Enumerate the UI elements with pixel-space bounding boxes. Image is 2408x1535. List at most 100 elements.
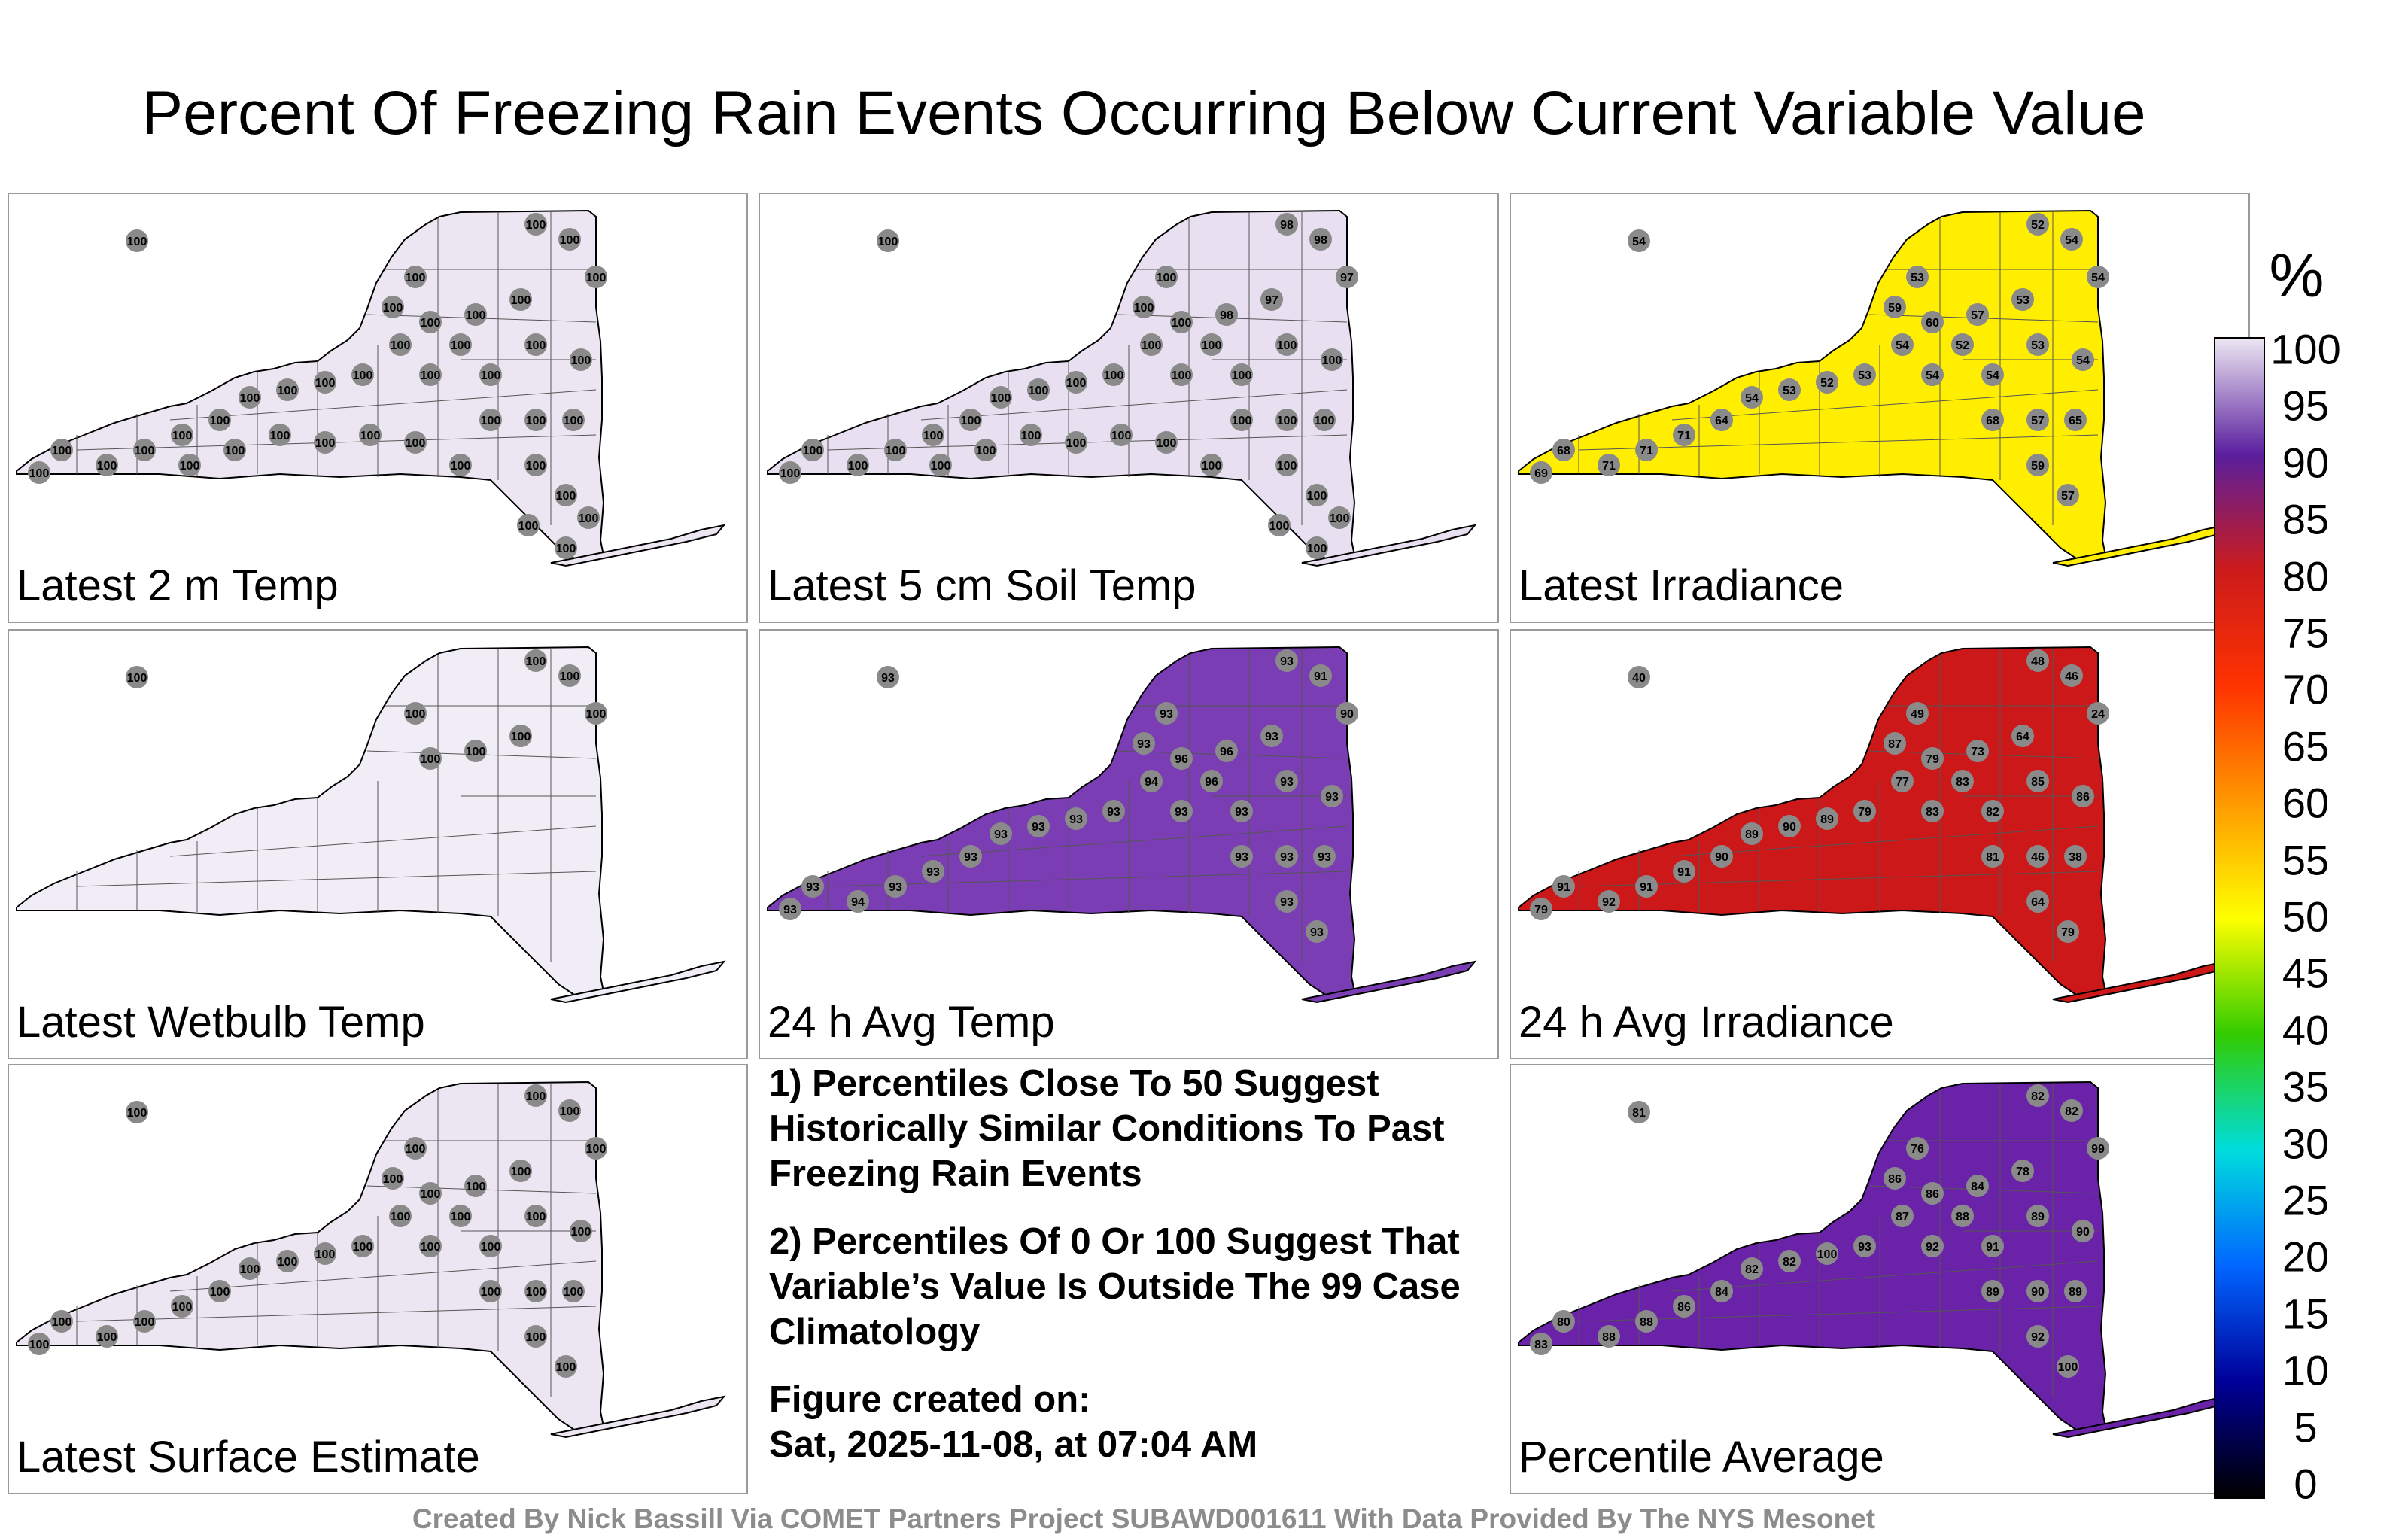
station-value-label: 100 — [564, 1286, 584, 1299]
county-boundary — [169, 1260, 597, 1292]
station-marker — [1635, 875, 1658, 898]
colorbar-tick-label: 45 — [2282, 949, 2330, 997]
station-value-label: 100 — [560, 234, 580, 247]
station-marker — [1778, 378, 1801, 401]
panel-label: Latest Surface Estimate — [17, 1433, 480, 1482]
station-marker — [1215, 740, 1238, 762]
station-value-label: 100 — [526, 1090, 546, 1103]
county-boundary — [1671, 825, 2099, 857]
station-value-label: 90 — [1783, 821, 1796, 834]
station-marker — [239, 386, 261, 409]
colorbar-tick-label: 80 — [2282, 552, 2330, 600]
station-marker — [2026, 333, 2049, 356]
station-marker — [1230, 409, 1253, 431]
station-value-label: 93 — [926, 866, 940, 879]
station-marker — [1951, 1205, 1974, 1227]
station-value-label: 53 — [1911, 272, 1924, 284]
station-marker — [524, 1205, 547, 1227]
note-2: 2) Percentiles Of 0 Or 100 Suggest That … — [769, 1221, 1461, 1352]
ny-state-outline — [16, 646, 605, 1001]
station-value-label: 100 — [586, 1143, 607, 1156]
station-value-label: 88 — [1956, 1211, 1969, 1223]
colorbar-tick-label: 95 — [2282, 381, 2330, 430]
station-value-label: 96 — [1220, 746, 1233, 758]
station-marker — [1981, 363, 2004, 386]
station-value-label: 84 — [1971, 1181, 1984, 1193]
station-value-label: 100 — [1066, 437, 1087, 450]
station-marker — [1981, 1280, 2004, 1302]
station-value-label: 98 — [1220, 309, 1233, 322]
station-value-label: 83 — [1534, 1339, 1548, 1351]
station-value-label: 100 — [360, 430, 381, 442]
station-marker — [1741, 822, 1763, 845]
station-marker — [524, 213, 547, 236]
ny-state-map: 100 100 100 100 100 100 100 100 — [16, 646, 726, 1004]
station-marker — [1336, 702, 1358, 725]
station-value-label: 93 — [1235, 851, 1248, 864]
station-value-label: 71 — [1640, 445, 1653, 457]
station-value-label: 92 — [1602, 896, 1616, 909]
station-value-label: 92 — [2031, 1331, 2045, 1344]
map-panel-latest-surface-estimate: 100 100 100 100 100 100 100 100 100 100 100 100 100 1… — [8, 1064, 748, 1494]
station-marker — [2026, 1205, 2049, 1227]
station-marker — [2026, 845, 2049, 868]
station-value-label: 93 — [1318, 851, 1331, 864]
station-value-label: 38 — [2069, 851, 2082, 864]
station-value-label: 93 — [783, 904, 797, 916]
station-marker — [1981, 845, 2004, 868]
station-marker — [1816, 371, 1838, 394]
station-value-label: 90 — [1715, 851, 1728, 864]
station-marker — [314, 431, 336, 454]
ny-state-map: 81 76 82 82 99 78 84 86 86 87 88 89 90 91 92 93 100 82 82 8… — [1518, 1081, 2228, 1439]
station-value-label: 52 — [1956, 339, 1969, 352]
station-value-label: 100 — [1307, 543, 1327, 555]
station-value-label: 100 — [421, 369, 441, 382]
station-value-label: 93 — [1858, 1241, 1871, 1254]
station-value-label: 100 — [1315, 415, 1335, 427]
station-value-label: 100 — [1202, 339, 1222, 352]
station-value-label: 93 — [1175, 806, 1188, 819]
station-value-label: 48 — [2031, 655, 2045, 668]
map-panel-latest-5cm-soil-temp: 100 100 98 98 97 97 98 100 100 100 100 100 100 100 100… — [759, 193, 1499, 623]
station-marker — [1275, 333, 1298, 356]
station-marker — [1598, 454, 1620, 476]
station-marker — [1884, 732, 1906, 755]
station-marker — [1321, 785, 1343, 807]
station-value-label: 100 — [225, 445, 245, 457]
station-value-label: 82 — [2031, 1090, 2045, 1103]
panel-label: Percentile Average — [1519, 1433, 1884, 1482]
station-marker — [562, 1280, 585, 1302]
station-marker — [1906, 1137, 1929, 1160]
notes-block: 1) Percentiles Close To 50 Suggest Histo… — [769, 1061, 1476, 1490]
credit-line: Created By Nick Bassill Via COMET Partne… — [412, 1503, 1876, 1534]
station-marker — [1170, 800, 1193, 822]
station-marker — [2026, 649, 2049, 672]
station-value-label: 100 — [29, 1339, 50, 1351]
station-value-label: 100 — [2058, 1361, 2078, 1374]
station-marker — [1275, 649, 1298, 672]
station-value-label: 100 — [1202, 460, 1222, 473]
station-marker — [208, 409, 231, 431]
map-panel-percentile-average: 81 76 82 82 99 78 84 86 86 87 88 89 90 91 92 93 100 82 82 8… — [1510, 1064, 2250, 1494]
colorbar-tick-label: 60 — [2282, 779, 2330, 827]
station-marker — [1230, 363, 1253, 386]
station-value-label: 83 — [1926, 806, 1939, 819]
station-value-label: 91 — [1314, 670, 1327, 683]
station-marker — [2026, 890, 2049, 913]
map-panel-24h-avg-temp: 93 93 93 91 90 93 96 96 93 94 96 93 93 93 93 93 93 93 93 93… — [759, 629, 1499, 1059]
station-marker — [577, 506, 600, 529]
colorbar-tick-label: 35 — [2282, 1062, 2330, 1111]
station-marker — [2060, 228, 2083, 251]
station-value-label: 90 — [2031, 1286, 2045, 1299]
station-value-label: 100 — [1142, 339, 1162, 352]
county-boundary — [920, 825, 1348, 857]
station-marker — [1552, 439, 1575, 461]
county-boundary — [76, 1306, 597, 1322]
station-marker — [1275, 213, 1298, 236]
station-value-label: 100 — [127, 672, 147, 685]
station-marker — [2087, 702, 2109, 725]
station-value-label: 100 — [526, 415, 546, 427]
station-value-label: 100 — [52, 445, 72, 457]
